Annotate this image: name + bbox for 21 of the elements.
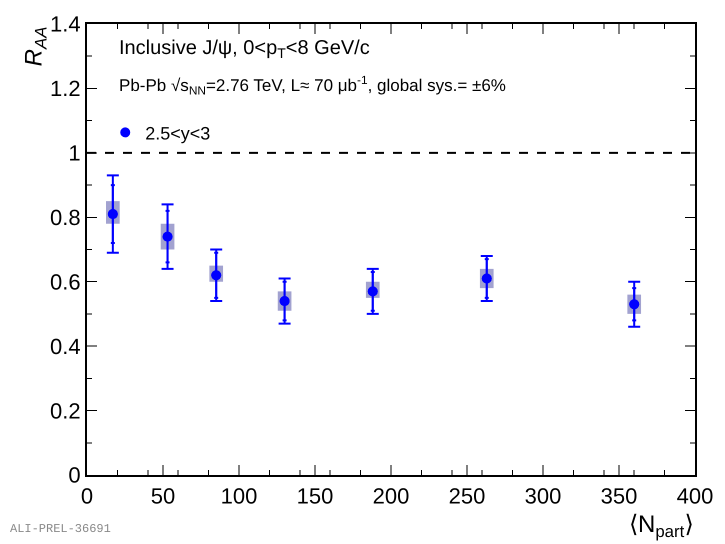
y-tick-label: 1.2 bbox=[50, 76, 81, 102]
y-tick-label: 0.8 bbox=[50, 204, 81, 230]
x-tick-label: 150 bbox=[296, 483, 334, 508]
x-tick-label: 350 bbox=[600, 483, 638, 508]
x-tick-label: 50 bbox=[150, 483, 176, 508]
y-tick-label: 0.6 bbox=[50, 269, 81, 294]
y-tick-label: 1 bbox=[68, 140, 81, 166]
y-tick-label: 0 bbox=[68, 462, 81, 488]
x-tick-label: 200 bbox=[372, 483, 410, 508]
x-axis-title: ⟨N$_{part}$⟩ bbox=[629, 511, 694, 542]
text: Pb-Pb √s$_{NN}$=2.76 TeV, L≈ 70 μb$^{-1}$, global sys.= ±6% bbox=[119, 73, 506, 98]
x-tick-label: 400 bbox=[676, 483, 714, 508]
text: ALI-PREL-36691 bbox=[10, 522, 111, 536]
text: Inclusive J/ψ, 0<p$_{T}$<8 GeV/c bbox=[119, 37, 370, 62]
x-tick-label: 250 bbox=[448, 483, 486, 508]
legend-label: 2.5<y<3 bbox=[145, 123, 210, 144]
y-tick-label: 1.4 bbox=[50, 12, 81, 37]
y-tick-label: 0.2 bbox=[50, 398, 81, 424]
y-tick-label: 0.4 bbox=[50, 334, 81, 359]
x-tick-label: 100 bbox=[220, 483, 258, 508]
x-tick-label: 300 bbox=[524, 483, 562, 508]
